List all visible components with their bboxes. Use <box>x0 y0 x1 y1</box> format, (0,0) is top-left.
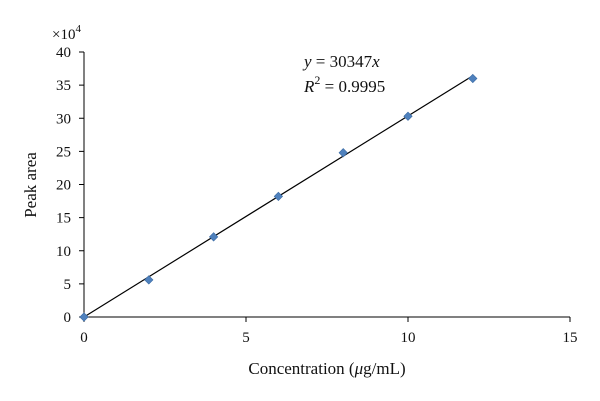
data-point <box>208 232 219 242</box>
y-multiplier-exp: 4 <box>75 23 81 35</box>
y-axis-title: Peak area <box>21 152 40 218</box>
y-tick-label: 35 <box>56 78 71 94</box>
data-points <box>79 73 478 322</box>
y-tick-label: 5 <box>64 277 72 293</box>
x-axis-title-mu: μ <box>354 359 364 378</box>
r-squared-value: = 0.9995 <box>320 77 385 96</box>
y-tick-label: 30 <box>56 111 71 127</box>
data-point <box>79 312 89 322</box>
r-squared-var: R <box>303 77 315 96</box>
y-axis-ticks: 0 5 10 15 20 25 30 35 40 <box>56 45 84 326</box>
data-point <box>144 275 154 285</box>
data-point <box>403 111 413 121</box>
y-tick-label: 40 <box>56 45 71 61</box>
x-axis-title-prefix: Concentration ( <box>248 359 355 378</box>
x-tick-label: 15 <box>563 330 578 346</box>
equation-y-var: y <box>302 52 312 71</box>
x-axis-ticks: 0 5 10 15 <box>80 317 578 346</box>
y-tick-label: 20 <box>56 178 71 194</box>
r-squared-exp: 2 <box>314 73 320 87</box>
data-point <box>338 148 348 158</box>
equation-rest: = 30347 <box>312 52 373 71</box>
y-tick-label: 10 <box>56 244 71 260</box>
equation-x-var: x <box>371 52 380 71</box>
x-tick-label: 10 <box>401 330 416 346</box>
equation-line-2: R2 = 0.9995 <box>303 73 385 96</box>
x-axis-title-suffix: g/mL) <box>363 359 406 378</box>
y-tick-label: 0 <box>64 310 72 326</box>
data-point <box>273 191 284 202</box>
y-multiplier-base: ×10 <box>52 27 75 43</box>
x-axis-title: Concentration (μg/mL) <box>248 359 405 378</box>
y-tick-label: 15 <box>56 211 71 227</box>
data-point <box>468 73 478 84</box>
y-multiplier: ×104 <box>52 23 81 43</box>
y-tick-label: 25 <box>56 144 71 160</box>
equation-line-1: y = 30347x <box>302 52 380 71</box>
x-tick-label: 5 <box>242 330 250 346</box>
x-tick-label: 0 <box>80 330 88 346</box>
